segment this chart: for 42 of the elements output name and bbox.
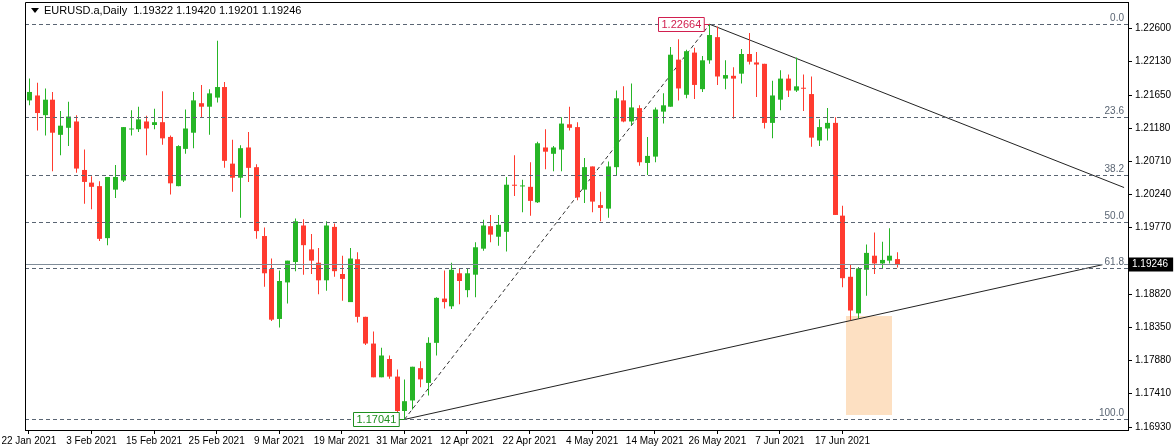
x-tick-label: 9 Mar 2021 [253,434,305,446]
candlestick [801,74,806,111]
y-tick-label: 1.20240 [1135,188,1172,200]
x-tick-label: 7 Jun 2021 [755,434,806,446]
annotation: 50.0 [1104,210,1125,222]
candlestick [731,67,736,119]
y-tick-label: 1.18350 [1135,321,1172,333]
y-tick-label: 1.21650 [1135,89,1172,101]
y-tick-label: 1.20710 [1135,155,1172,167]
y-tick-label: 1.19770 [1135,221,1172,233]
x-tick-label: 4 May 2021 [566,434,619,446]
annotation: 1.17041 [356,413,397,426]
candlestick [129,110,134,136]
candlestick [754,51,759,97]
x-tick-label: 3 Feb 2021 [66,434,118,446]
y-tick-label: 1.22130 [1135,55,1172,67]
y-tick-label: 1.17410 [1135,387,1172,399]
annotation: 38.2 [1104,163,1125,175]
x-tick-label: 19 Mar 2021 [313,434,371,446]
x-tick-label: 26 May 2021 [688,434,747,446]
x-tick-label: 17 Jun 2021 [814,434,871,446]
annotation: 0.0 [1110,12,1125,24]
x-tick-label: 12 Apr 2021 [440,434,495,446]
annotation: 23.6 [1104,105,1125,117]
annotation: 100.0 [1098,407,1125,419]
x-tick-label: 25 Feb 2021 [188,434,246,446]
y-tick-label: 1.18820 [1135,288,1172,300]
annotation: 61.8 [1104,256,1125,268]
candlestick [520,179,525,213]
x-tick-label: 15 Feb 2021 [125,434,183,446]
y-tick-label: 1.22600 [1135,22,1172,34]
y-tick-label: 1.16930 [1135,420,1172,432]
y-tick-label: 1.21180 [1135,122,1171,134]
y-tick-label: 1.17880 [1135,354,1172,366]
x-tick-label: 22 Jan 2021 [1,434,57,446]
x-tick-label: 22 Apr 2021 [502,434,557,446]
x-tick-label: 14 May 2021 [625,434,685,446]
candlestick [512,155,517,196]
ref-line-label: 1.19246 [1132,258,1169,270]
annotation: 1.22664 [661,18,702,31]
x-tick-label: 31 Mar 2021 [376,434,433,446]
chart-title: EURUSD.a,Daily 1.19322 1.19420 1.19201 1.19246 [42,4,304,16]
